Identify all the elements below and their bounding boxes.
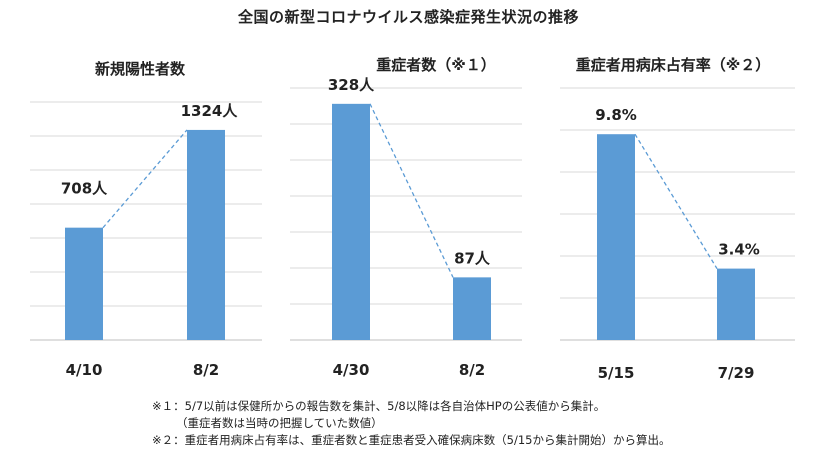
footnote-1: ※１：5/7以前は保健所からの報告数を集計、5/8以降は各自治体HPの公表値から… [152,399,606,413]
footnote-2: ※２：重症者用病床占有率は、重症者数と重症患者受入確保病床数（5/15から集計開… [152,433,671,447]
chart-1-title: 新規陽性者数 [95,60,186,78]
footnote-1-sub: （重症者数は当時の把握していた数値） [176,416,383,430]
footnotes: ※１：5/7以前は保健所からの報告数を集計、5/8以降は各自治体HPの公表値から… [152,398,812,449]
chart-3-title: 重症者用病床占有率（※２） [576,56,771,74]
chart-2-value-label-1: 328人 [328,76,375,94]
chart-1-bar-1 [65,227,103,340]
chart-1-tick-label-2: 8/2 [193,361,219,379]
chart-3-bar-2 [717,268,755,340]
chart-3-bar-1 [597,134,635,340]
chart-3-tick-label-2: 7/29 [718,364,755,382]
chart-2-bar-2 [453,277,491,340]
chart-2-title: 重症者数（※１） [376,56,496,74]
chart-2-tick-label-1: 4/30 [333,361,370,379]
chart-2-bar-1 [332,103,370,340]
chart-1-value-label-2: 1324人 [181,102,239,120]
chart-1-bar-2 [187,129,225,340]
chart-1-value-label-1: 708人 [61,180,108,198]
chart-2-connector [369,103,454,278]
chart-2-tick-label-2: 8/2 [459,361,485,379]
chart-3-connector [634,133,718,269]
chart-1-connector [102,129,188,229]
main-title: 全国の新型コロナウイルス感染症発生状況の推移 [237,8,579,26]
chart-3-value-label-2: 3.4% [718,241,760,259]
chart-1-tick-label-1: 4/10 [66,361,103,379]
chart-2-value-label-2: 87人 [454,249,491,267]
chart-3-tick-label-1: 5/15 [598,364,635,382]
chart-3-value-label-1: 9.8% [595,106,637,124]
